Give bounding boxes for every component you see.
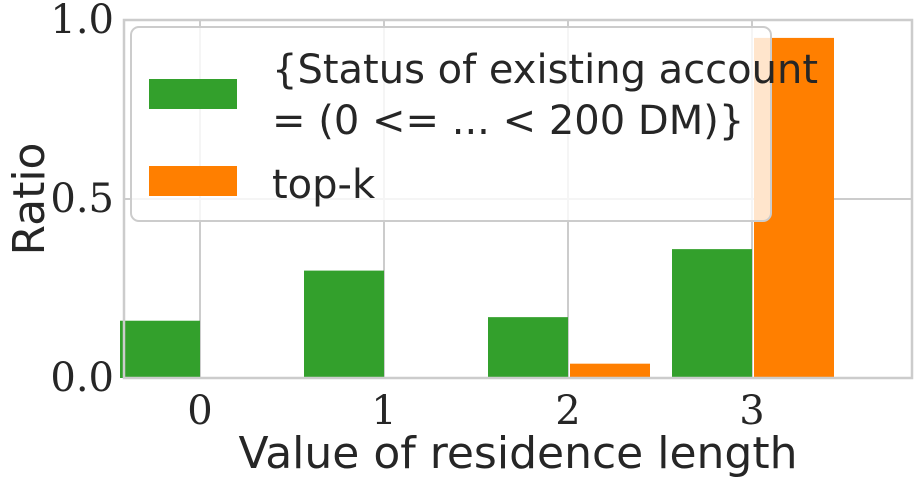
y-tick-label: 0.0 <box>50 355 114 401</box>
x-tick-label: 1 <box>371 388 396 434</box>
legend-label-top-k: top-k <box>272 162 376 208</box>
bar-top-k-2 <box>570 363 650 378</box>
bars-group <box>120 37 834 379</box>
x-tick-label: 2 <box>555 388 580 434</box>
legend-label-subgroup-line2: = (0 <= ... < 200 DM)} <box>272 98 744 144</box>
legend-swatch-top-k <box>149 166 237 196</box>
x-axis-label: Value of residence length <box>239 428 798 479</box>
y-tick-labels: 0.0 0.5 1.0 <box>50 0 114 401</box>
y-axis-label: Ratio <box>4 143 55 256</box>
legend-swatch-subgroup <box>149 79 237 109</box>
x-tick-label: 3 <box>739 388 764 434</box>
x-tick-label: 0 <box>187 388 212 434</box>
bar-subgroup-0 <box>120 320 200 378</box>
legend-label-subgroup-line1: {Status of existing account <box>272 47 818 93</box>
legend: {Status of existing account = (0 <= ... … <box>130 26 818 222</box>
x-tick-labels: 0 1 2 3 <box>187 388 764 434</box>
y-tick-label: 1.0 <box>50 0 114 43</box>
bar-subgroup-2 <box>488 317 568 378</box>
bar-subgroup-3 <box>672 249 752 378</box>
legend-box <box>130 26 772 222</box>
bar-subgroup-1 <box>304 270 384 378</box>
y-tick-label: 0.5 <box>50 176 114 222</box>
plot-frame <box>122 18 914 380</box>
